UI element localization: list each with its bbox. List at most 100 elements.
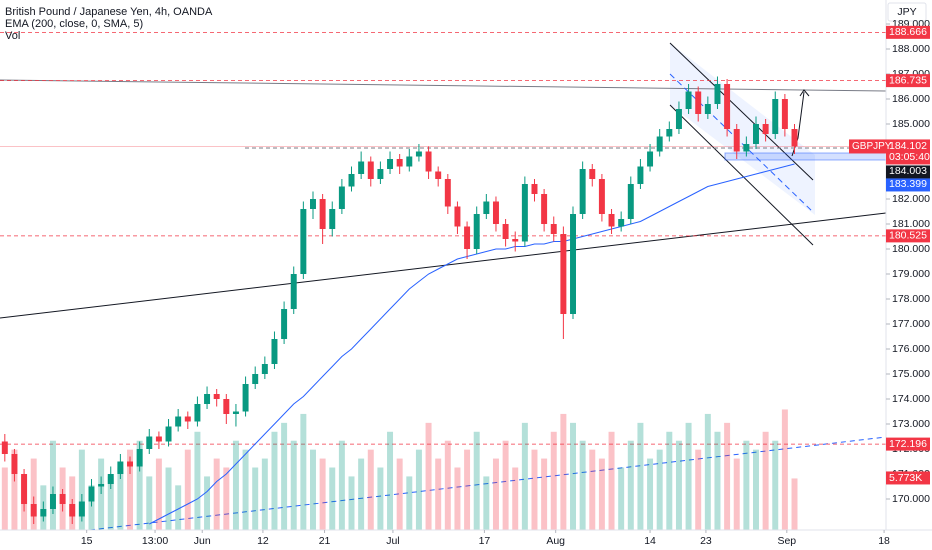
candle-body (30, 504, 37, 517)
candle-body (406, 156, 413, 167)
candle-body (589, 169, 596, 179)
currency: JPY (897, 6, 916, 18)
candle-body (512, 239, 519, 242)
y-tick-label: 178.000 (892, 293, 930, 305)
volume-bar (454, 467, 461, 530)
candle-body (252, 374, 259, 384)
volume-bar (310, 449, 316, 530)
candle-body (435, 171, 442, 179)
volume-bar (733, 458, 740, 530)
volume-bar (704, 413, 711, 530)
volume-bar (146, 476, 153, 530)
candle-body (194, 404, 201, 422)
volume-bar (175, 485, 182, 530)
volume-bar (579, 440, 586, 530)
volume-bar (127, 449, 133, 530)
x-tick-label: 12 (257, 535, 269, 547)
x-tick-label: 18 (878, 535, 890, 547)
level-label: 172.196 (889, 438, 927, 450)
candle-body (367, 161, 374, 179)
volume-bar (608, 431, 615, 530)
candle-body (618, 219, 625, 227)
candle-body (541, 194, 548, 224)
y-tick-label: 182.000 (892, 193, 930, 205)
volume-bar (281, 422, 288, 530)
candle-body (647, 151, 654, 167)
candle-body (232, 411, 239, 414)
volume-bar (338, 440, 345, 530)
level-label-box (886, 74, 930, 88)
volume-bar (714, 431, 721, 530)
volume-bar (724, 422, 731, 530)
candle-body (117, 461, 124, 474)
volume-bar (521, 422, 528, 530)
volume-bar (290, 440, 297, 530)
y-tick-label: 176.000 (892, 343, 930, 355)
candle-body (1, 441, 8, 454)
candle-body (695, 91, 702, 114)
x-tick-label: 21 (319, 535, 331, 547)
volume-bar (194, 431, 201, 530)
volume-bar (271, 431, 278, 530)
candle-body (772, 99, 779, 134)
trend-line (0, 79, 887, 92)
volume-bar (300, 413, 307, 530)
volume-bar (261, 458, 268, 530)
x-tick-label: 15 (81, 535, 93, 547)
candle-body (521, 184, 528, 242)
volume-bar (589, 449, 596, 530)
candle-body (656, 136, 663, 152)
level-label: 188.666 (889, 26, 927, 38)
y-tick-label: 181.000 (892, 218, 930, 230)
candle-body (724, 84, 731, 129)
volume-bar (685, 422, 692, 530)
x-tick-label: 23 (700, 535, 712, 547)
level-label: 180.525 (889, 230, 927, 242)
symbol-label: GBPJPY (852, 141, 892, 152)
candle-body (502, 224, 509, 239)
y-tick-label: 173.000 (892, 418, 930, 430)
volume-bar (242, 449, 249, 530)
candle-body (675, 109, 682, 129)
volume-bar (117, 467, 124, 530)
candle-body (49, 494, 56, 509)
candle-body (714, 84, 721, 104)
volume-bar (598, 458, 605, 530)
x-tick-label: Aug (546, 535, 565, 547)
volume-bar (415, 449, 422, 530)
trend-line (89, 436, 887, 531)
candle-body (762, 124, 769, 134)
candle-body (204, 394, 211, 404)
candle-body (78, 501, 85, 517)
volume-bar (136, 440, 143, 530)
volume-last-label: 5.773K (889, 472, 922, 484)
candle-body (377, 169, 384, 179)
ema-line (149, 163, 795, 525)
x-tick-label: Jun (194, 535, 211, 547)
last-price-label: 184.102 (889, 140, 927, 152)
volume-bar (358, 458, 365, 530)
candle-body (473, 214, 480, 249)
volume-bar (791, 478, 798, 530)
volume-bar (512, 467, 519, 530)
y-tick-label: 175.000 (892, 368, 930, 380)
volume-bar (30, 458, 37, 530)
volume-bar (502, 440, 509, 530)
candle-body (213, 394, 220, 399)
candle-body (358, 161, 365, 174)
volume-bar (762, 431, 769, 530)
volume-bar (656, 449, 663, 530)
candle-body (704, 104, 711, 114)
volume-bar (78, 449, 85, 530)
level-label-box (886, 25, 930, 39)
y-tick-label: 179.000 (892, 268, 930, 280)
price-mark-box (886, 178, 930, 192)
chart-title: British Pound / Japanese Yen, 4h, OANDA (5, 6, 213, 18)
candle-body (483, 201, 490, 214)
volume-label: Vol (5, 30, 20, 42)
candle-body (348, 174, 355, 187)
candle-body (531, 184, 538, 194)
volume-bar (444, 440, 451, 530)
volume-bar (406, 476, 413, 530)
